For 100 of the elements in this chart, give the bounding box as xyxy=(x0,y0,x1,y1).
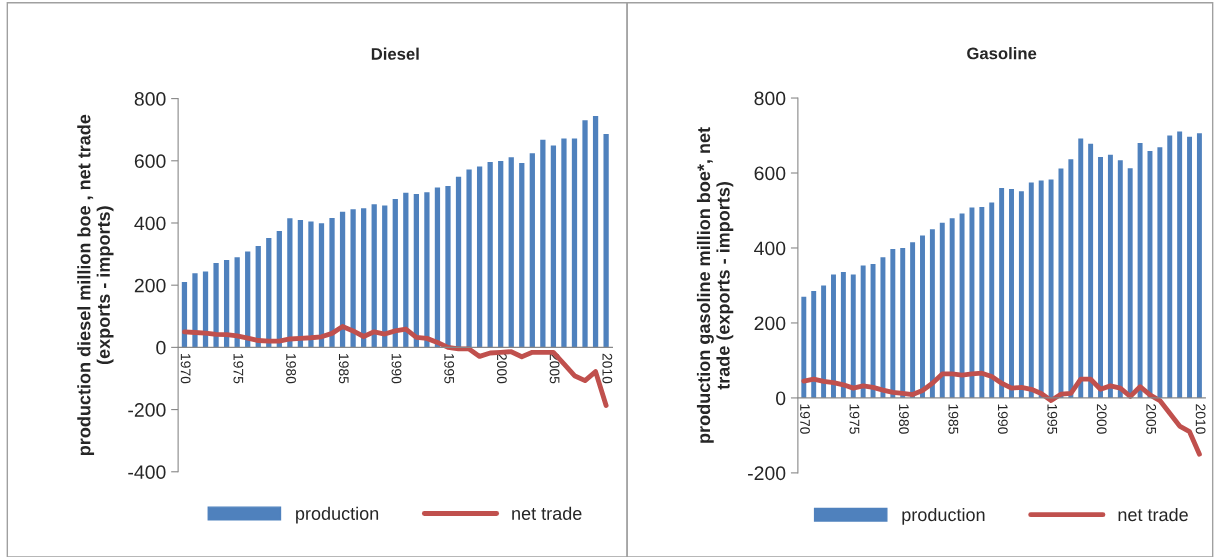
bar xyxy=(1177,131,1183,398)
bar xyxy=(900,247,906,398)
bar xyxy=(213,263,219,348)
bar xyxy=(603,134,609,348)
bar xyxy=(455,176,462,348)
bar xyxy=(392,199,398,348)
y-tick-label: 400 xyxy=(754,241,786,256)
bar xyxy=(1088,143,1094,398)
bar xyxy=(840,271,846,398)
y-tick-label: -400 xyxy=(128,465,166,480)
bar xyxy=(870,264,876,398)
bar xyxy=(880,257,886,398)
bar xyxy=(979,207,985,398)
bar xyxy=(540,139,546,348)
x-tick-label: 1990 xyxy=(997,404,1008,434)
bar xyxy=(850,274,856,398)
bar xyxy=(929,229,935,398)
bar xyxy=(949,218,955,398)
bar xyxy=(939,222,945,398)
x-tick-label: 1995 xyxy=(444,354,455,384)
y-tick-label: 600 xyxy=(754,166,786,181)
bar xyxy=(1187,136,1193,398)
bar xyxy=(1009,189,1014,398)
bar xyxy=(519,162,525,348)
bar xyxy=(371,204,377,348)
bar xyxy=(424,192,430,348)
bar xyxy=(1167,135,1173,398)
legend-label: production xyxy=(902,507,985,525)
bar xyxy=(801,296,807,398)
x-tick-label: 1985 xyxy=(948,404,959,434)
bar xyxy=(318,223,325,348)
bar xyxy=(1157,147,1163,398)
bar xyxy=(1048,179,1054,398)
bar xyxy=(403,192,409,348)
x-tick-label: 2005 xyxy=(1146,404,1157,434)
x-tick-label: 1990 xyxy=(391,354,402,384)
y-tick-label: -200 xyxy=(748,466,786,481)
bar xyxy=(860,265,866,398)
x-tick-label: 1975 xyxy=(233,354,244,384)
y-tick-label: 200 xyxy=(134,278,166,293)
chart-title: Gasoline xyxy=(967,47,1037,60)
bar xyxy=(571,138,578,348)
x-tick-label: 2010 xyxy=(1195,404,1206,434)
x-tick-label: 1980 xyxy=(898,404,909,434)
chart-title: Diesel xyxy=(371,47,419,60)
bar xyxy=(920,235,925,398)
y-tick-label: 0 xyxy=(776,391,786,406)
bar xyxy=(1196,133,1202,398)
bar xyxy=(308,221,314,348)
bar xyxy=(487,162,493,348)
legend-label: production xyxy=(296,506,379,524)
bar xyxy=(831,274,836,398)
bar xyxy=(1068,159,1074,398)
bar xyxy=(434,187,441,348)
bar xyxy=(1117,160,1123,398)
bar xyxy=(890,249,896,398)
bar xyxy=(339,211,346,348)
bar xyxy=(1107,154,1113,398)
bar xyxy=(445,185,451,348)
bar xyxy=(255,246,261,348)
bar xyxy=(350,209,356,348)
y-tick-label: 0 xyxy=(156,340,166,355)
x-tick-label: 1970 xyxy=(180,354,191,384)
x-tick-label: 1975 xyxy=(849,404,860,434)
x-tick-label: 1985 xyxy=(338,354,349,384)
bar xyxy=(592,116,599,348)
bar xyxy=(969,207,975,398)
bar xyxy=(999,188,1005,398)
x-tick-label: 1980 xyxy=(286,354,296,384)
bar xyxy=(329,218,335,348)
bar xyxy=(276,231,282,348)
bar xyxy=(561,138,567,348)
bar xyxy=(1038,180,1044,398)
y-tick-label: 400 xyxy=(134,216,166,231)
legend-label: net trade xyxy=(1118,507,1188,522)
bar xyxy=(821,285,827,398)
y-axis-title: production gasoline million boe*, net trade (exports - imports) xyxy=(696,127,734,443)
bar xyxy=(382,205,388,348)
bar xyxy=(192,273,198,348)
x-tick-label: 1970 xyxy=(800,404,810,434)
bar xyxy=(529,153,535,348)
bar xyxy=(297,219,304,348)
bar xyxy=(466,169,472,348)
bar xyxy=(1018,191,1024,398)
bar xyxy=(989,202,995,398)
bar xyxy=(550,145,557,348)
y-tick-label: 800 xyxy=(134,92,166,106)
bar xyxy=(582,120,588,348)
bar xyxy=(1098,156,1103,398)
y-tick-label: 600 xyxy=(134,154,166,169)
bar xyxy=(1028,182,1034,398)
bar xyxy=(1058,168,1064,398)
bar xyxy=(508,157,514,348)
bar xyxy=(959,213,965,398)
x-tick-label: 1995 xyxy=(1047,404,1058,434)
bar xyxy=(811,291,817,398)
x-tick-label: 2000 xyxy=(1096,404,1107,434)
y-tick-label: 800 xyxy=(754,91,786,106)
bar xyxy=(266,237,272,348)
legend-label: net trade xyxy=(512,506,582,520)
